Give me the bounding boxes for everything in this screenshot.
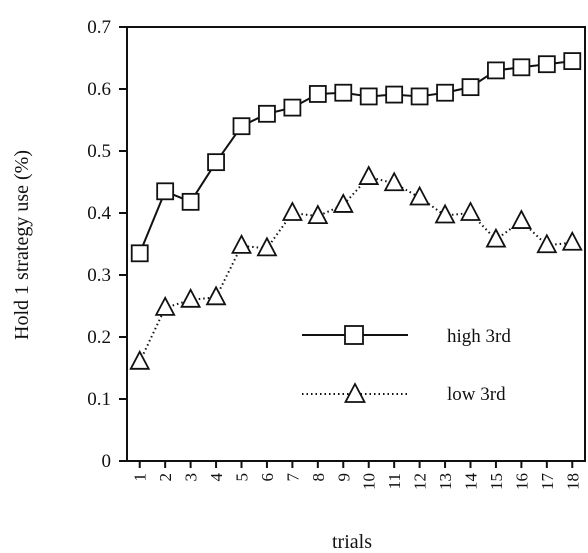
data-point-low-3rd bbox=[256, 236, 278, 257]
x-tick-label: 3 bbox=[182, 473, 201, 482]
data-point-high-3rd bbox=[334, 83, 353, 102]
data-point-high-3rd bbox=[436, 83, 454, 102]
data-point-low-3rd bbox=[281, 201, 303, 221]
x-tick-label: 7 bbox=[283, 473, 302, 482]
data-point-high-3rd bbox=[537, 55, 556, 74]
data-point-low-3rd bbox=[561, 230, 583, 251]
data-point-high-3rd bbox=[232, 117, 251, 136]
data-point-low-3rd bbox=[536, 233, 558, 254]
data-point-low-3rd bbox=[154, 295, 176, 316]
y-tick-label: 0.1 bbox=[87, 389, 111, 410]
y-axis-label: Hold 1 strategy use (%) bbox=[11, 150, 33, 340]
data-point-low-3rd bbox=[332, 193, 354, 213]
x-tick-label: 16 bbox=[512, 473, 531, 490]
data-point-high-3rd bbox=[130, 244, 149, 263]
x-tick-label: 4 bbox=[207, 473, 226, 482]
data-point-low-3rd bbox=[485, 227, 507, 248]
data-point-high-3rd bbox=[258, 104, 276, 123]
x-tick-label: 15 bbox=[487, 473, 506, 490]
x-tick-label: 11 bbox=[385, 473, 404, 489]
data-point-high-3rd bbox=[181, 192, 200, 211]
data-point-high-3rd bbox=[487, 61, 505, 80]
legend-label-low-3rd: low 3rd bbox=[447, 384, 506, 405]
data-point-high-3rd bbox=[563, 52, 582, 70]
legend-marker-low-3rd bbox=[344, 382, 366, 403]
data-point-low-3rd bbox=[358, 165, 380, 185]
legend-marker-high-3rd bbox=[344, 325, 364, 345]
data-point-high-3rd bbox=[385, 85, 404, 104]
y-tick-label: 0.5 bbox=[87, 141, 111, 162]
data-point-low-3rd bbox=[129, 349, 151, 370]
data-point-low-3rd bbox=[434, 203, 456, 224]
data-point-low-3rd bbox=[510, 209, 532, 229]
data-point-high-3rd bbox=[410, 87, 429, 106]
data-point-high-3rd bbox=[156, 182, 175, 201]
data-point-low-3rd bbox=[307, 204, 329, 225]
x-tick-label: 13 bbox=[436, 473, 455, 490]
legend-label-high-3rd: high 3rd bbox=[447, 326, 511, 347]
legend: high 3rd low 3rd bbox=[302, 325, 511, 405]
y-tick-label: 0.3 bbox=[87, 265, 111, 286]
data-point-low-3rd bbox=[205, 285, 227, 306]
data-point-low-3rd bbox=[383, 171, 405, 192]
plot-frame bbox=[126, 26, 586, 462]
series-line-high-3rd bbox=[138, 60, 573, 254]
data-point-high-3rd bbox=[359, 87, 378, 106]
x-tick-label: 14 bbox=[462, 473, 481, 491]
y-tick-label: 0.7 bbox=[87, 17, 111, 38]
x-tick-label: 5 bbox=[233, 473, 252, 482]
x-tick-label: 6 bbox=[258, 473, 277, 482]
y-tick-label: 0.2 bbox=[87, 327, 111, 348]
x-tick-label: 10 bbox=[360, 473, 379, 490]
y-tick-label: 0.4 bbox=[87, 203, 111, 224]
data-point-low-3rd bbox=[180, 287, 202, 308]
data-point-low-3rd bbox=[409, 185, 431, 206]
data-point-high-3rd bbox=[461, 78, 480, 97]
y-tick-label: 0 bbox=[102, 451, 112, 472]
x-tick-label: 8 bbox=[309, 473, 328, 482]
data-point-high-3rd bbox=[207, 153, 225, 172]
x-tick-label: 9 bbox=[334, 473, 353, 482]
x-tick-label: 17 bbox=[538, 473, 557, 491]
y-tick-label: 0.6 bbox=[87, 79, 111, 100]
x-tick-label: 18 bbox=[563, 473, 582, 490]
x-tick-label: 12 bbox=[411, 473, 430, 490]
data-point-high-3rd bbox=[512, 58, 531, 77]
x-axis-label: trials bbox=[332, 531, 372, 553]
data-point-high-3rd bbox=[283, 98, 302, 117]
data-point-low-3rd bbox=[460, 201, 481, 221]
x-tick-label: 1 bbox=[131, 473, 150, 482]
data-point-low-3rd bbox=[231, 233, 252, 254]
series-line-low-3rd bbox=[138, 176, 573, 363]
data-point-high-3rd bbox=[308, 85, 327, 103]
x-tick-label: 2 bbox=[156, 473, 175, 482]
